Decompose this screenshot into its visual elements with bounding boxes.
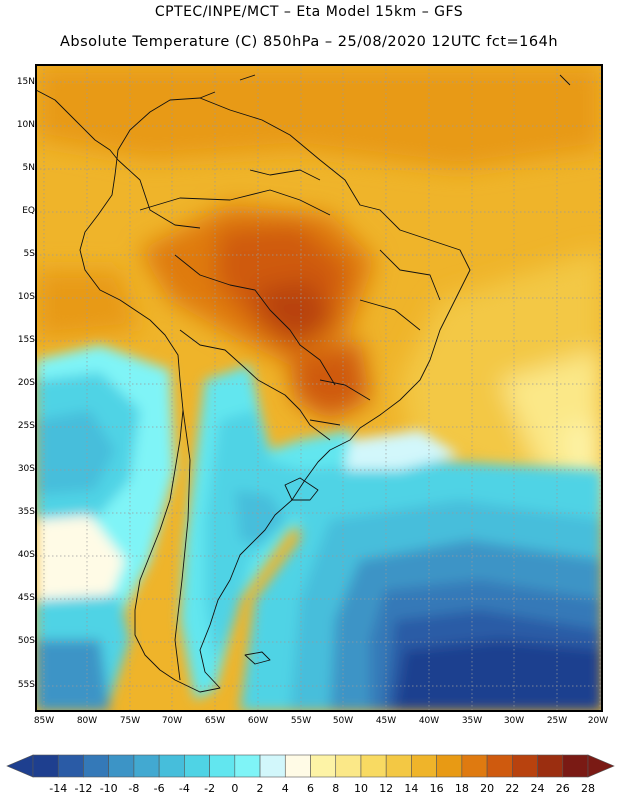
south-america-coastline xyxy=(79,97,471,693)
colorbar-tick-label: -4 xyxy=(178,782,190,795)
colorbar-cell xyxy=(158,754,185,778)
colorbar-cell xyxy=(234,754,261,778)
paraguay-border xyxy=(257,379,331,441)
colorbar-cell xyxy=(436,754,463,778)
amazon-border xyxy=(139,189,331,216)
coastlines xyxy=(36,74,571,693)
lon-label: 55W xyxy=(290,716,312,726)
colorbar-cell xyxy=(32,754,59,778)
south-brazil-states xyxy=(309,379,371,426)
colorbar-cell xyxy=(57,754,84,778)
lat-label: 10S xyxy=(17,292,35,302)
colorbar-cell xyxy=(537,754,564,778)
colorbar-cell xyxy=(184,754,210,778)
colorbar-cell xyxy=(486,754,513,778)
lat-label: 20S xyxy=(17,378,35,388)
colorbar-tick-label: 20 xyxy=(480,782,495,795)
lon-label: 45W xyxy=(375,716,397,726)
colorbar-tick-label: 2 xyxy=(256,782,264,795)
brazil-west-border xyxy=(174,254,336,386)
lon-label: 70W xyxy=(161,716,183,726)
colorbar-cell xyxy=(461,754,488,778)
lat-label: 35S xyxy=(17,507,35,517)
colorbar-tick-label: -10 xyxy=(99,782,118,795)
lon-label: 35W xyxy=(461,716,483,726)
colombia-border xyxy=(117,159,201,229)
colorbar-cell xyxy=(108,754,135,778)
guianas-border xyxy=(249,169,321,181)
colorbar-tick-label: 16 xyxy=(429,782,444,795)
lat-label: 15N xyxy=(16,77,35,87)
bolivia-border xyxy=(179,329,259,381)
colorbar-tick-label: 18 xyxy=(454,782,469,795)
colorbar-cell xyxy=(562,754,589,778)
map-frame xyxy=(35,64,603,712)
map-subtitle: Absolute Temperature (C) 850hPa – 25/08/… xyxy=(59,34,559,50)
lon-label: 30W xyxy=(503,716,525,726)
lon-label: 80W xyxy=(76,716,98,726)
colorbar-tick-label: 24 xyxy=(530,782,545,795)
falklands xyxy=(244,651,271,665)
lon-label: 65W xyxy=(204,716,226,726)
lat-label: 30S xyxy=(17,464,35,474)
colorbar-cell xyxy=(385,754,412,778)
lon-label: 25W xyxy=(546,716,568,726)
lat-label: 10N xyxy=(16,120,35,130)
colorbar-cell xyxy=(284,754,311,778)
colorbar-cell xyxy=(360,754,387,778)
lat-label: 5S xyxy=(23,249,35,259)
colorbar-cell xyxy=(335,754,362,778)
colorbar xyxy=(6,754,615,778)
lat-label: 50S xyxy=(17,636,35,646)
colorbar-tick-label: -8 xyxy=(128,782,140,795)
map-title: CPTEC/INPE/MCT – Eta Model 15km – GFS xyxy=(154,4,464,20)
lat-label: 25S xyxy=(17,421,35,431)
colorbar-tick-label: -6 xyxy=(153,782,165,795)
colorbar-under-arrow xyxy=(6,754,34,778)
colorbar-cell xyxy=(83,754,109,778)
argentina-chile-border xyxy=(174,409,191,681)
colorbar-tick-label: 4 xyxy=(281,782,289,795)
lon-label: 75W xyxy=(119,716,141,726)
colorbar-tick-label: 6 xyxy=(307,782,314,795)
colorbar-tick-label: 14 xyxy=(404,782,419,795)
lon-label: 40W xyxy=(418,716,440,726)
colorbar-tick-label: -14 xyxy=(49,782,68,795)
uruguay xyxy=(284,477,319,501)
temperature-field xyxy=(36,65,602,711)
colorbar-cell xyxy=(133,754,160,778)
northeast-brazil-states xyxy=(359,249,441,331)
colorbar-tick-label: 8 xyxy=(332,782,340,795)
colorbar-tick-label: 10 xyxy=(353,782,368,795)
colorbar-tick-label: 12 xyxy=(379,782,394,795)
lat-label: EQ xyxy=(22,206,35,216)
lon-label: 20W xyxy=(587,716,609,726)
lat-label: 40S xyxy=(17,550,35,560)
caribbean-islands xyxy=(199,74,571,99)
lat-label: 45S xyxy=(17,593,35,603)
lat-label: 55S xyxy=(17,680,35,690)
colorbar-cell xyxy=(209,754,236,778)
central-america-coast xyxy=(36,89,119,161)
colorbar-tick-label: 28 xyxy=(581,782,595,795)
colorbar-tick-label: -12 xyxy=(74,782,93,795)
lon-label: 60W xyxy=(247,716,269,726)
lon-label: 85W xyxy=(33,716,55,726)
colorbar-over-arrow xyxy=(587,754,615,778)
colorbar-tick-label: 26 xyxy=(555,782,570,795)
lon-label: 50W xyxy=(332,716,354,726)
colorbar-cell xyxy=(259,754,286,778)
colorbar-cell xyxy=(512,754,538,778)
lat-label: 15S xyxy=(17,335,35,345)
colorbar-tick-label: 22 xyxy=(505,782,520,795)
colorbar-cell xyxy=(411,754,437,778)
colorbar-tick-label: 0 xyxy=(231,782,239,795)
lat-label: 5N xyxy=(22,163,35,173)
colorbar-cell xyxy=(310,754,337,778)
colorbar-tick-label: -2 xyxy=(204,782,216,795)
